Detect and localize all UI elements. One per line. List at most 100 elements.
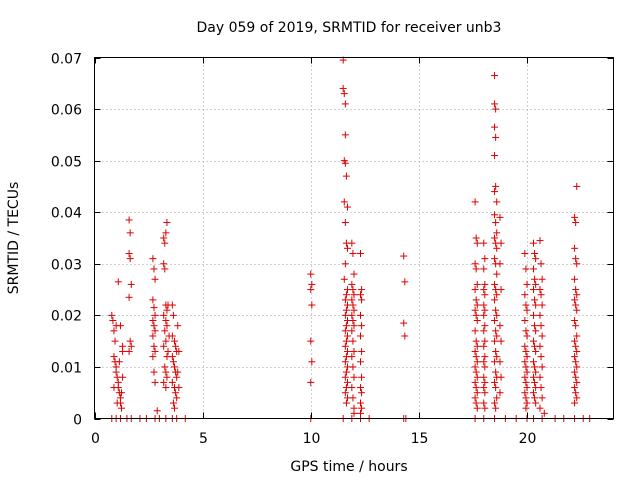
data-point xyxy=(472,296,480,304)
y-axis-label: SRMTID / TECUs xyxy=(6,182,22,295)
data-point xyxy=(572,255,580,263)
x-axis-label: GPS time / hours xyxy=(290,459,407,475)
data-point xyxy=(340,198,348,206)
data-point xyxy=(111,337,119,345)
y-tick-label: 0.05 xyxy=(51,155,82,171)
data-point xyxy=(473,301,481,309)
data-point xyxy=(481,255,489,263)
data-point xyxy=(173,394,181,402)
data-point xyxy=(350,373,358,381)
data-point xyxy=(538,394,546,402)
data-point xyxy=(492,133,500,141)
data-point xyxy=(532,301,540,309)
data-point xyxy=(151,275,159,283)
data-point xyxy=(521,291,529,299)
y-tick-label: 0 xyxy=(73,413,82,429)
data-point xyxy=(522,327,530,335)
data-point xyxy=(571,296,579,304)
data-point xyxy=(115,358,123,366)
data-point xyxy=(531,378,539,386)
x-tick-label: 0 xyxy=(91,431,100,447)
y-tick-label: 0.07 xyxy=(51,52,82,68)
data-point xyxy=(536,237,544,245)
data-point xyxy=(536,311,544,319)
data-point xyxy=(571,337,579,345)
data-point xyxy=(473,317,481,325)
data-point xyxy=(168,353,176,361)
data-point xyxy=(572,389,580,397)
data-point xyxy=(149,332,157,340)
data-point xyxy=(340,90,348,98)
data-point xyxy=(521,373,529,381)
data-point xyxy=(163,322,171,330)
data-point xyxy=(571,368,579,376)
data-point xyxy=(307,270,315,278)
data-point xyxy=(349,394,357,402)
data-point xyxy=(161,265,169,273)
data-point xyxy=(471,327,479,335)
data-point xyxy=(572,342,580,350)
data-point xyxy=(342,368,350,376)
data-point xyxy=(348,353,356,361)
y-tick-label: 0.04 xyxy=(51,206,82,222)
data-point xyxy=(492,404,500,412)
data-point xyxy=(149,255,157,263)
data-point xyxy=(349,337,357,345)
data-point xyxy=(358,322,366,330)
data-point xyxy=(480,399,488,407)
data-point xyxy=(529,265,537,273)
data-point xyxy=(472,337,480,345)
data-point xyxy=(350,291,358,299)
data-point xyxy=(529,337,537,345)
data-point xyxy=(151,311,159,319)
data-point xyxy=(344,332,352,340)
data-point xyxy=(491,123,499,131)
data-point xyxy=(356,399,364,407)
data-point xyxy=(169,311,177,319)
data-point xyxy=(492,219,500,227)
data-point xyxy=(348,296,356,304)
data-point xyxy=(160,260,168,268)
data-point xyxy=(358,389,366,397)
data-point xyxy=(491,255,499,263)
data-point xyxy=(356,409,364,417)
data-point xyxy=(571,399,579,407)
data-point xyxy=(471,306,479,314)
data-point xyxy=(529,389,537,397)
data-point xyxy=(127,280,135,288)
data-point xyxy=(125,249,133,257)
data-point xyxy=(523,384,531,392)
data-point xyxy=(481,363,489,371)
data-point xyxy=(344,347,352,355)
axis-ticks: 0 5 10 15 20 0 0.01 0.02 0.03 0.04 0.05 0.06 0.07 xyxy=(51,52,614,447)
data-point xyxy=(531,363,539,371)
data-point xyxy=(163,219,171,227)
data-point xyxy=(480,265,488,273)
data-point xyxy=(342,291,350,299)
y-tick-label: 0.03 xyxy=(51,258,82,274)
data-point xyxy=(151,327,159,335)
data-point xyxy=(341,159,349,167)
data-point xyxy=(172,342,180,350)
data-point xyxy=(342,322,350,330)
data-point xyxy=(173,373,181,381)
data-point xyxy=(110,353,118,361)
data-point xyxy=(161,363,169,371)
data-point xyxy=(491,211,499,219)
data-point xyxy=(531,275,539,283)
data-point xyxy=(537,260,545,268)
grid-lines xyxy=(94,57,614,419)
data-point xyxy=(342,399,350,407)
data-point xyxy=(108,311,116,319)
data-point xyxy=(350,306,358,314)
data-point xyxy=(522,378,530,386)
data-point xyxy=(358,347,366,355)
data-point xyxy=(151,347,159,355)
data-point xyxy=(573,260,581,268)
data-point xyxy=(358,296,366,304)
data-point xyxy=(491,280,499,288)
data-point xyxy=(497,286,505,294)
data-point xyxy=(164,347,172,355)
data-point xyxy=(491,151,499,159)
